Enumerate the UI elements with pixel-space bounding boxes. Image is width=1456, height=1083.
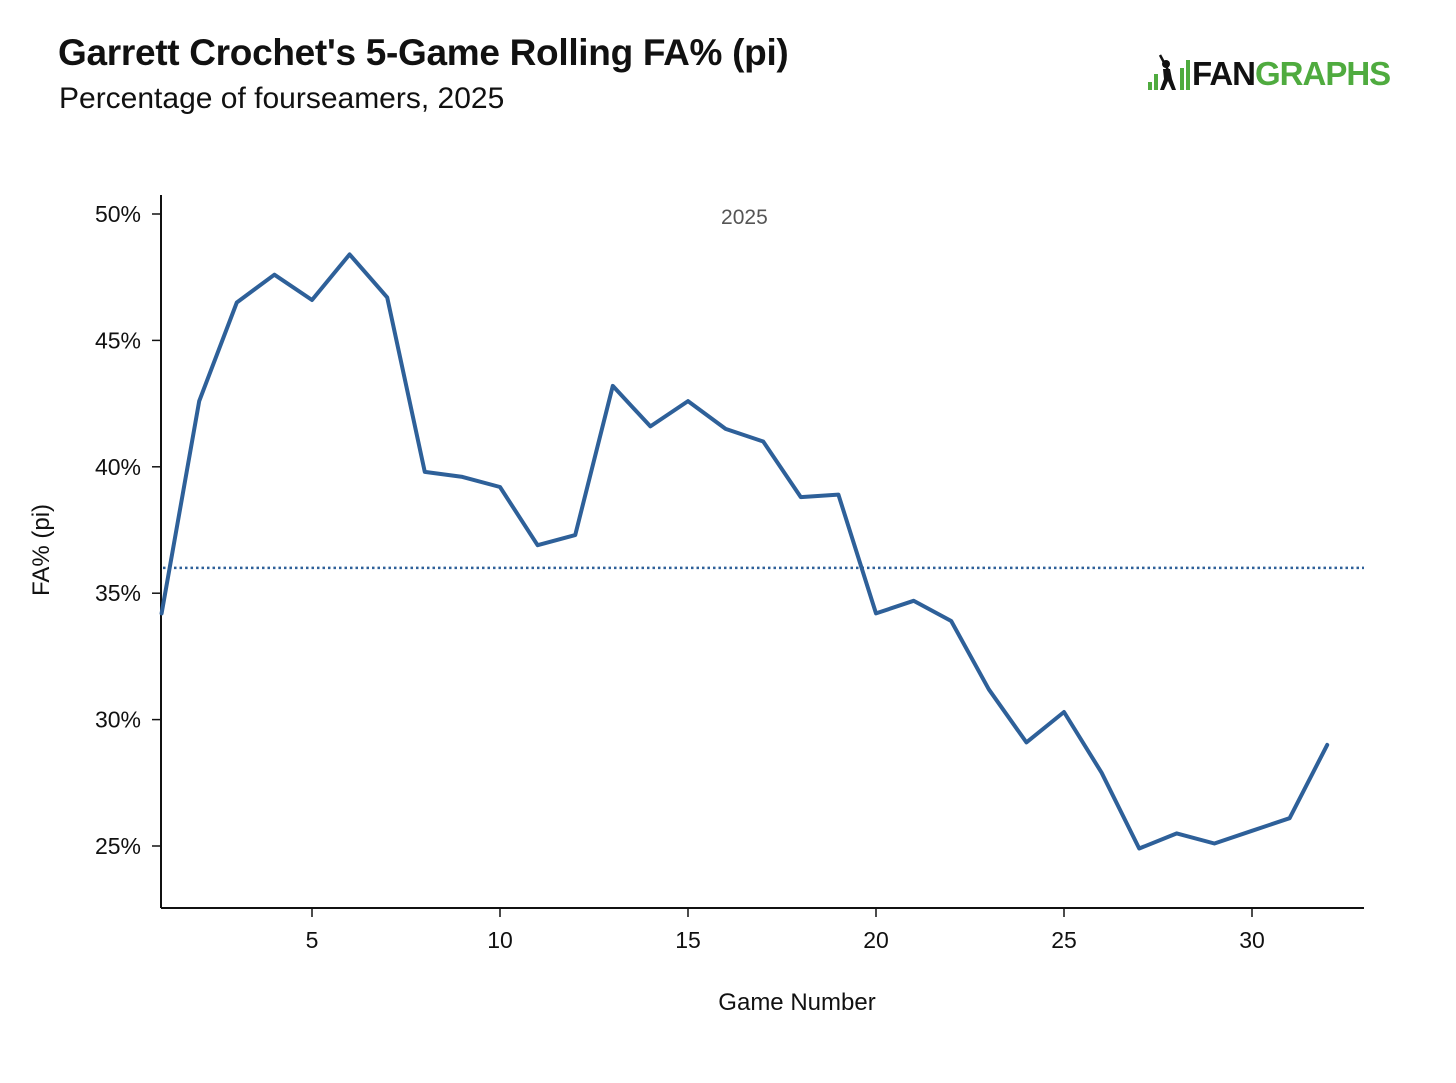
chart-subtitle: Percentage of fourseamers, 2025: [59, 82, 505, 115]
y-tick-label: 45%: [95, 327, 141, 353]
y-tick-label: 40%: [95, 454, 141, 480]
x-tick-label: 15: [675, 927, 701, 953]
x-tick-label: 5: [306, 927, 319, 953]
series-line-2025: [159, 252, 1330, 851]
x-tick-label: 20: [863, 927, 889, 953]
x-tick-label: 10: [487, 927, 513, 953]
y-axis-title: FA% (pi): [28, 504, 55, 596]
y-tick-label: 50%: [95, 201, 141, 227]
y-tick-label: 30%: [95, 707, 141, 733]
x-tick-label: 30: [1239, 927, 1265, 953]
y-tick-label: 25%: [95, 833, 141, 859]
logo-fan-text: FAN: [1192, 54, 1256, 92]
fangraphs-logo: FANGRAPHS: [1146, 50, 1416, 96]
logo-graphs-text: GRAPHS: [1255, 54, 1391, 92]
x-tick-label: 25: [1051, 927, 1077, 953]
series-annotation: 2025: [721, 206, 768, 229]
x-axis-title: Game Number: [718, 989, 875, 1016]
fangraphs-batter-icon: [1148, 54, 1190, 90]
y-tick-label: 35%: [95, 580, 141, 606]
chart-title: Garrett Crochet's 5-Game Rolling FA% (pi…: [58, 32, 789, 73]
